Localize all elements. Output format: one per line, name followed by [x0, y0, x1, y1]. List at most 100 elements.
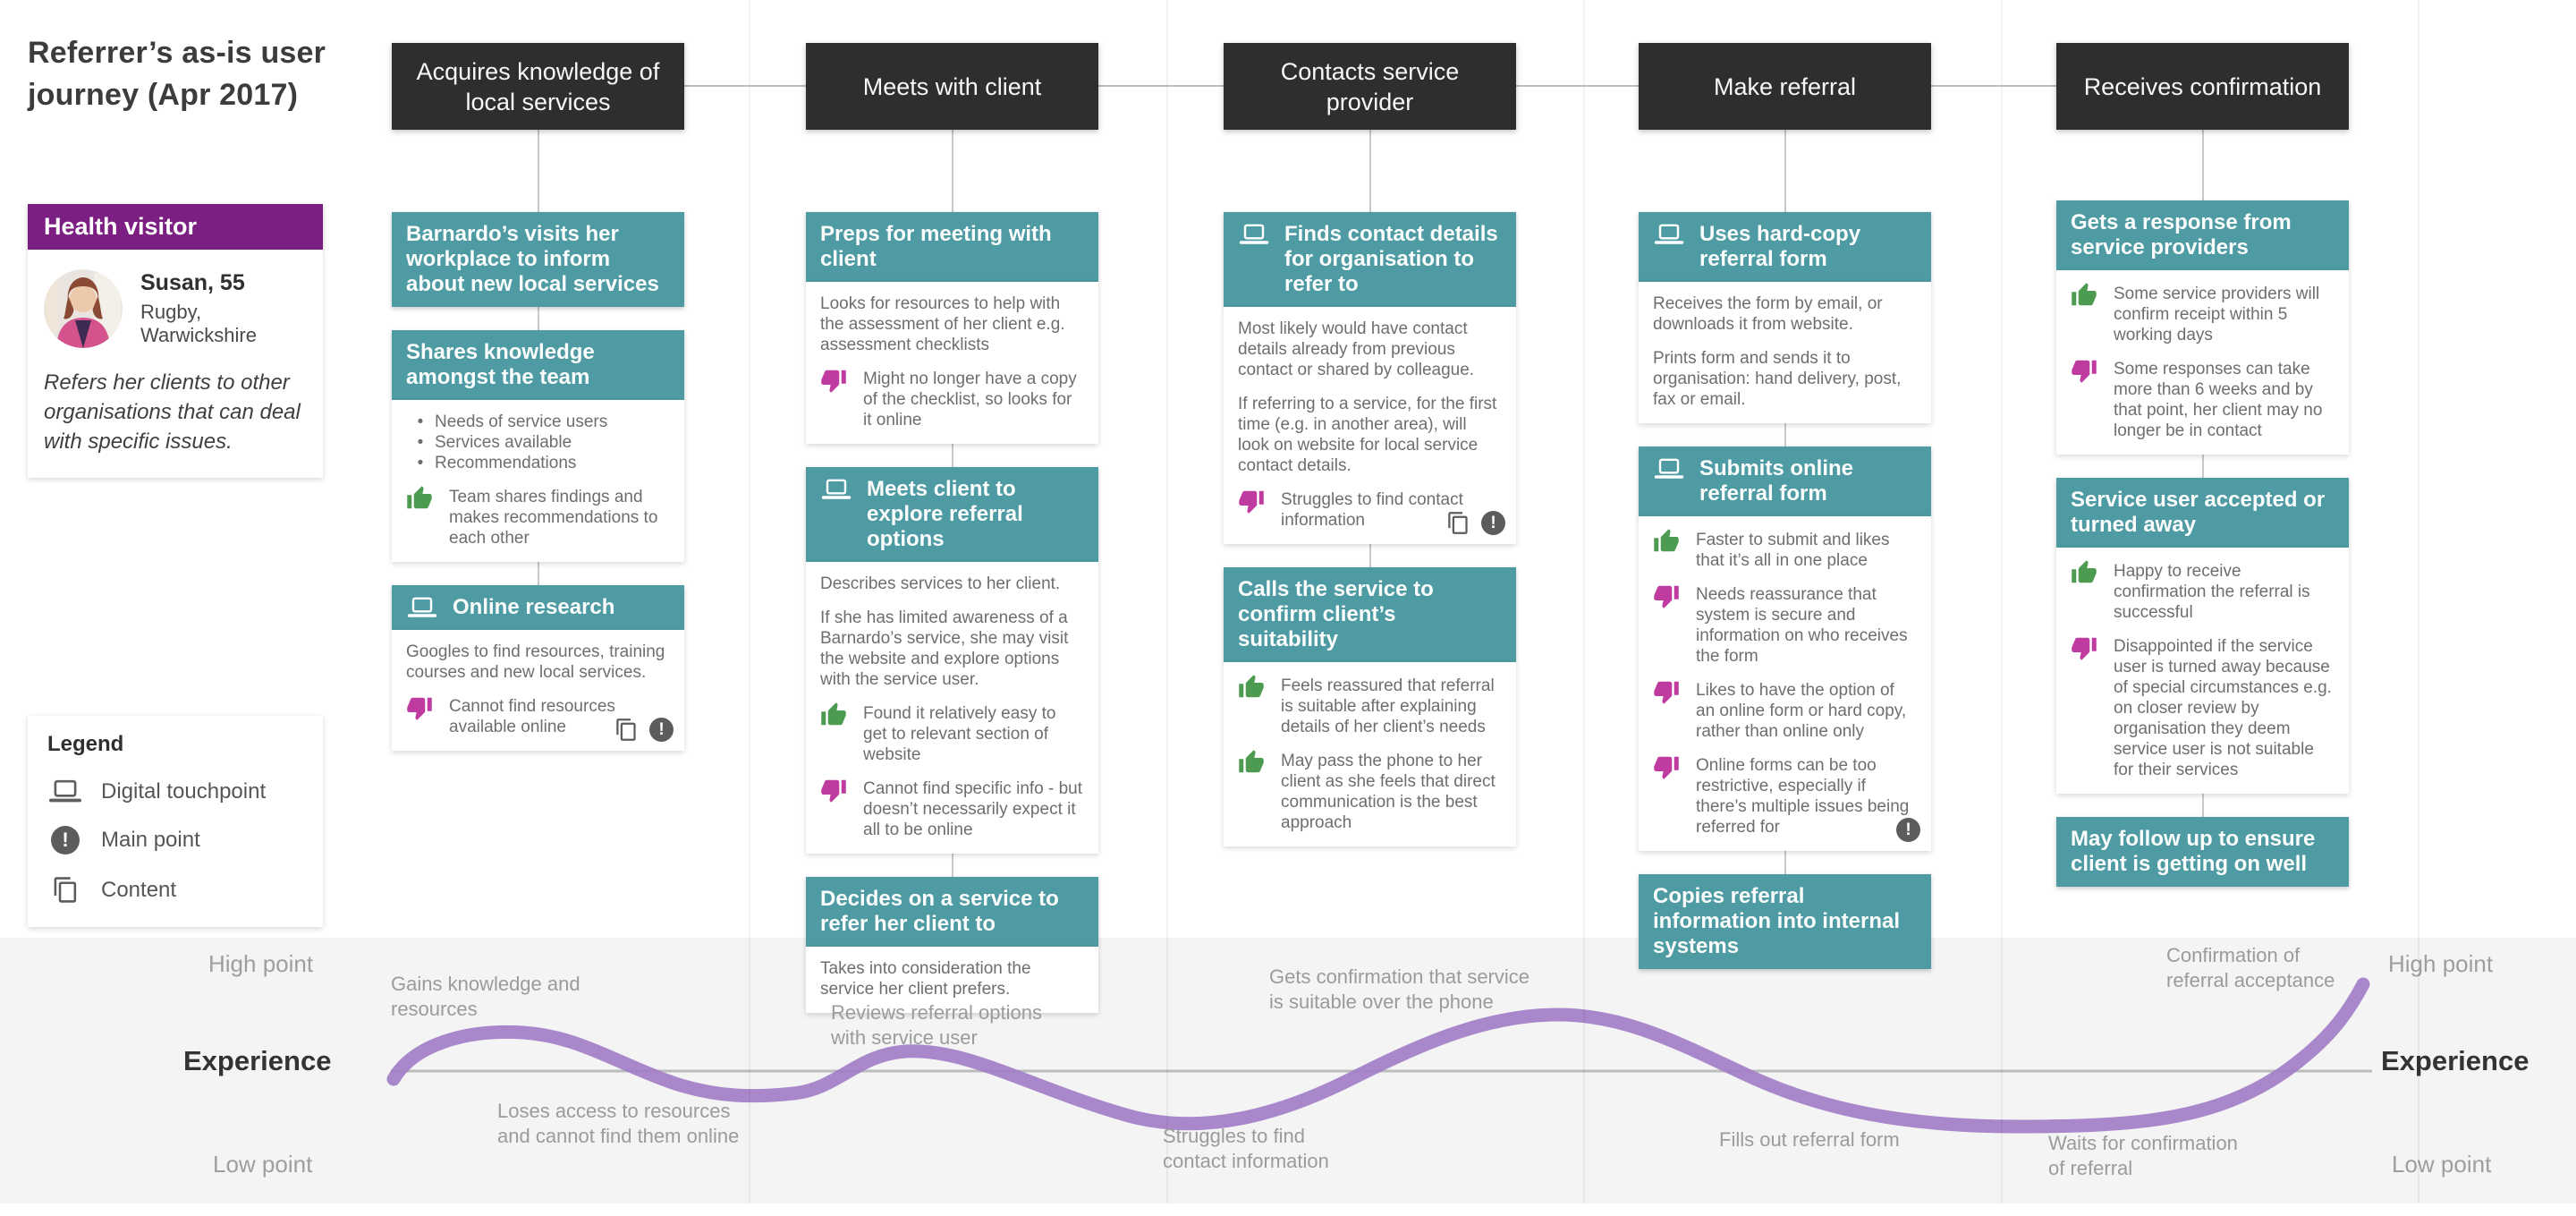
card-body: Looks for resources to help with the ass…: [806, 282, 1098, 444]
negative-point: Struggles to find contact information: [1238, 489, 1502, 531]
persona-body: Susan, 55 Rugby, Warwickshire Refers her…: [28, 250, 323, 478]
bullet-dot: •: [417, 433, 424, 452]
card-title-text: Finds contact details for organisation t…: [1284, 222, 1498, 296]
card-title: Service user accepted or turned away: [2056, 478, 2349, 548]
experience-curve: [386, 977, 2372, 1134]
negative-point: Disappointed if the service user is turn…: [2071, 636, 2334, 780]
card-title: Decides on a service to refer her client…: [806, 877, 1098, 947]
content-icon: [47, 876, 83, 904]
thumb-up-icon: [1238, 750, 1267, 833]
point-text: Cannot find specific info - but doesn’t …: [863, 779, 1083, 839]
axis-experience-left: Experience: [183, 1045, 332, 1076]
point-text: May pass the phone to her client as she …: [1281, 752, 1496, 832]
thumb-down-icon: [2071, 636, 2099, 780]
point-text: Likes to have the option of an online fo…: [1696, 681, 1907, 741]
journey-group: Finds contact details for organisation t…: [1224, 212, 1516, 544]
positive-point: Some service providers will confirm rece…: [2071, 283, 2334, 345]
laptop-icon: [47, 778, 83, 804]
card-title-text: Decides on a service to refer her client…: [820, 887, 1059, 936]
thumb-down-icon: [2071, 359, 2099, 441]
legend-label: Digital touchpoint: [101, 778, 267, 804]
card-body: Feels reassured that referral is suitabl…: [1224, 662, 1516, 846]
point-text: Some responses can take more than 6 week…: [2114, 360, 2323, 440]
bullet-item: • Needs of service users: [406, 412, 670, 432]
laptop-icon: [406, 596, 438, 619]
thumb-down-icon: [1653, 680, 1682, 742]
journey-group: Shares knowledge amongst the team • Needs …: [392, 330, 684, 562]
gridline: [2418, 0, 2419, 1203]
bullet-item: • Recommendations: [406, 453, 670, 473]
thumb-up-icon: [1653, 529, 1682, 571]
card-title: Shares knowledge amongst the team: [392, 330, 684, 400]
corner-icons: !: [1896, 818, 1920, 842]
card-title: Gets a response from service providers: [2056, 200, 2349, 270]
bullet-item: • Services available: [406, 432, 670, 453]
stage-column: Gets a response from service providers So…: [2056, 129, 2349, 887]
content-icon: [614, 718, 639, 742]
card-title-text: Gets a response from service providers: [2071, 210, 2292, 259]
stage-column: Preps for meeting with client Looks for r…: [806, 129, 1098, 1013]
positive-point: May pass the phone to her client as she …: [1238, 750, 1502, 833]
stage-header-label: Contacts service provider: [1280, 57, 1460, 115]
laptop-icon: [820, 478, 852, 501]
bullet-dot: •: [417, 412, 424, 431]
legend-title: Legend: [47, 732, 124, 756]
positive-point: Feels reassured that referral is suitabl…: [1238, 675, 1502, 737]
page-title: Referrer’s as-is user journey (Apr 2017): [28, 36, 326, 112]
negative-point: Online forms can be too restrictive, esp…: [1653, 755, 1917, 838]
point-text: Happy to receive confirmation the referr…: [2114, 562, 2310, 622]
persona-location: Rugby, Warwickshire: [140, 301, 257, 346]
axis-high-left: High point: [208, 950, 314, 977]
persona-role: Health visitor: [28, 204, 323, 250]
card-title-text: Shares knowledge amongst the team: [406, 340, 595, 389]
legend-label: Main point: [101, 828, 200, 852]
negative-point: Cannot find specific info - but doesn’t …: [820, 778, 1084, 840]
negative-point: Cannot find resources available online: [406, 696, 670, 737]
point-text: Faster to submit and likes that it’s all…: [1696, 531, 1890, 570]
body-paragraph: Most likely would have contact details a…: [1238, 319, 1475, 379]
card-body: Describes services to her client. If she …: [806, 562, 1098, 854]
card-title: Submits online referral form: [1639, 446, 1931, 516]
card-title: Preps for meeting with client: [806, 212, 1098, 282]
point-text: Some service providers will confirm rece…: [2114, 285, 2320, 344]
journey-group: Preps for meeting with client Looks for r…: [806, 212, 1098, 444]
thumb-down-icon: [1653, 755, 1682, 838]
point-text: Found it relatively easy to get to relev…: [863, 704, 1056, 764]
card-title: Finds contact details for organisation t…: [1224, 212, 1516, 307]
axis-experience-right: Experience: [2381, 1045, 2529, 1076]
bullet-dot: •: [417, 454, 424, 472]
card-body: Receives the form by email, or downloads…: [1639, 282, 1931, 423]
card-title-text: Meets client to explore referral options: [867, 477, 1023, 551]
thumb-down-icon: [820, 369, 849, 430]
card-title-text: Preps for meeting with client: [820, 222, 1052, 271]
journey-group: Decides on a service to refer her client…: [806, 877, 1098, 1013]
negative-point: Needs reassurance that system is secure …: [1653, 584, 1917, 667]
body-paragraph: Googles to find resources, training cour…: [406, 642, 665, 682]
body-paragraph: If she has limited awareness of a Barnar…: [820, 608, 1069, 689]
thumb-up-icon: [406, 486, 435, 548]
card-title: Copies referral information into interna…: [1639, 874, 1931, 969]
journey-group: Uses hard-copy referral form Receives the…: [1639, 212, 1931, 423]
negative-point: Likes to have the option of an online fo…: [1653, 680, 1917, 742]
thumb-down-icon: [820, 778, 849, 840]
laptop-icon: [1238, 223, 1270, 246]
main-point-icon: !: [1481, 511, 1505, 535]
point-text: Needs reassurance that system is secure …: [1696, 585, 1908, 666]
card-title-text: Barnardo’s visits her workplace to infor…: [406, 222, 659, 296]
journey-group: May follow up to ensure client is gettin…: [2056, 817, 2349, 887]
content-icon: [1446, 511, 1470, 535]
stage-column: Finds contact details for organisation t…: [1224, 129, 1516, 846]
point-text: Struggles to find contact information: [1281, 490, 1463, 530]
positive-point: Faster to submit and likes that it’s all…: [1653, 529, 1917, 571]
point-text: Cannot find resources available online: [449, 697, 615, 736]
legend-item-digital-touchpoint: Digital touchpoint: [47, 778, 303, 804]
thumb-down-icon: [1238, 489, 1267, 531]
thumb-up-icon: [1238, 675, 1267, 737]
journey-group: Online research Googles to find resources…: [392, 585, 684, 751]
stage-header-label: Make referral: [1713, 72, 1857, 100]
persona-card: Health visitor: [28, 204, 323, 478]
negative-point: Might no longer have a copy of the check…: [820, 369, 1084, 430]
main-point-icon: !: [47, 826, 83, 855]
legend-label: Content: [101, 877, 177, 902]
axis-low-right: Low point: [2392, 1151, 2492, 1178]
